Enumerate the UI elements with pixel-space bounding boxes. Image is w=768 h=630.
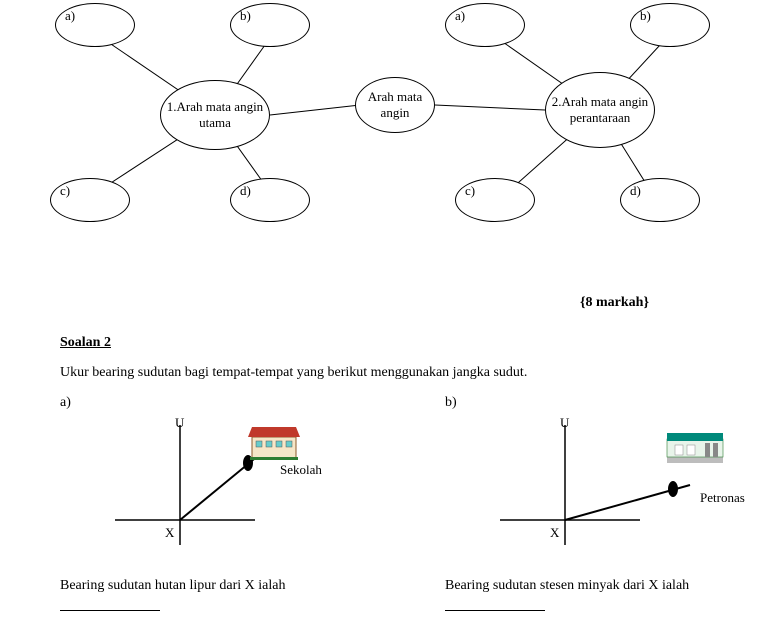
left-node-a-tag: a): [65, 8, 75, 24]
q2a-origin: X: [165, 525, 174, 541]
q2b-answer-line: [445, 610, 545, 611]
right-node-b-tag: b): [640, 8, 651, 24]
right-hub: 2.Arah mata angin perantaraan: [545, 72, 655, 148]
q2b-north: U: [560, 415, 569, 431]
center-node: Arah mata angin: [355, 77, 435, 133]
right-node-d-tag: d): [630, 183, 641, 199]
q2a-figure: [80, 405, 340, 575]
q2a-caption: Bearing sudutan hutan lipur dari X ialah: [60, 578, 286, 594]
left-hub: 1.Arah mata angin utama: [160, 80, 270, 150]
q2a-north: U: [175, 415, 184, 431]
right-node-a-tag: a): [455, 8, 465, 24]
question2-heading: Soalan 2: [60, 335, 111, 351]
marks-label: {8 markah}: [580, 295, 649, 311]
q2a-label: a): [60, 395, 71, 411]
right-node-c-tag: c): [465, 183, 475, 199]
left-node-c-tag: c): [60, 183, 70, 199]
left-node-d-tag: d): [240, 183, 251, 199]
q2b-target: Petronas: [700, 490, 745, 506]
q2a-answer-line: [60, 610, 160, 611]
q2a-target: Sekolah: [280, 462, 322, 478]
left-node-b-tag: b): [240, 8, 251, 24]
q2b-caption: Bearing sudutan stesen minyak dari X ial…: [445, 578, 689, 594]
question2-prompt: Ukur bearing sudutan bagi tempat-tempat …: [60, 365, 527, 381]
worksheet-page: a) b) c) d) 1.Arah mata angin utama Arah…: [0, 0, 768, 630]
q2b-origin: X: [550, 525, 559, 541]
